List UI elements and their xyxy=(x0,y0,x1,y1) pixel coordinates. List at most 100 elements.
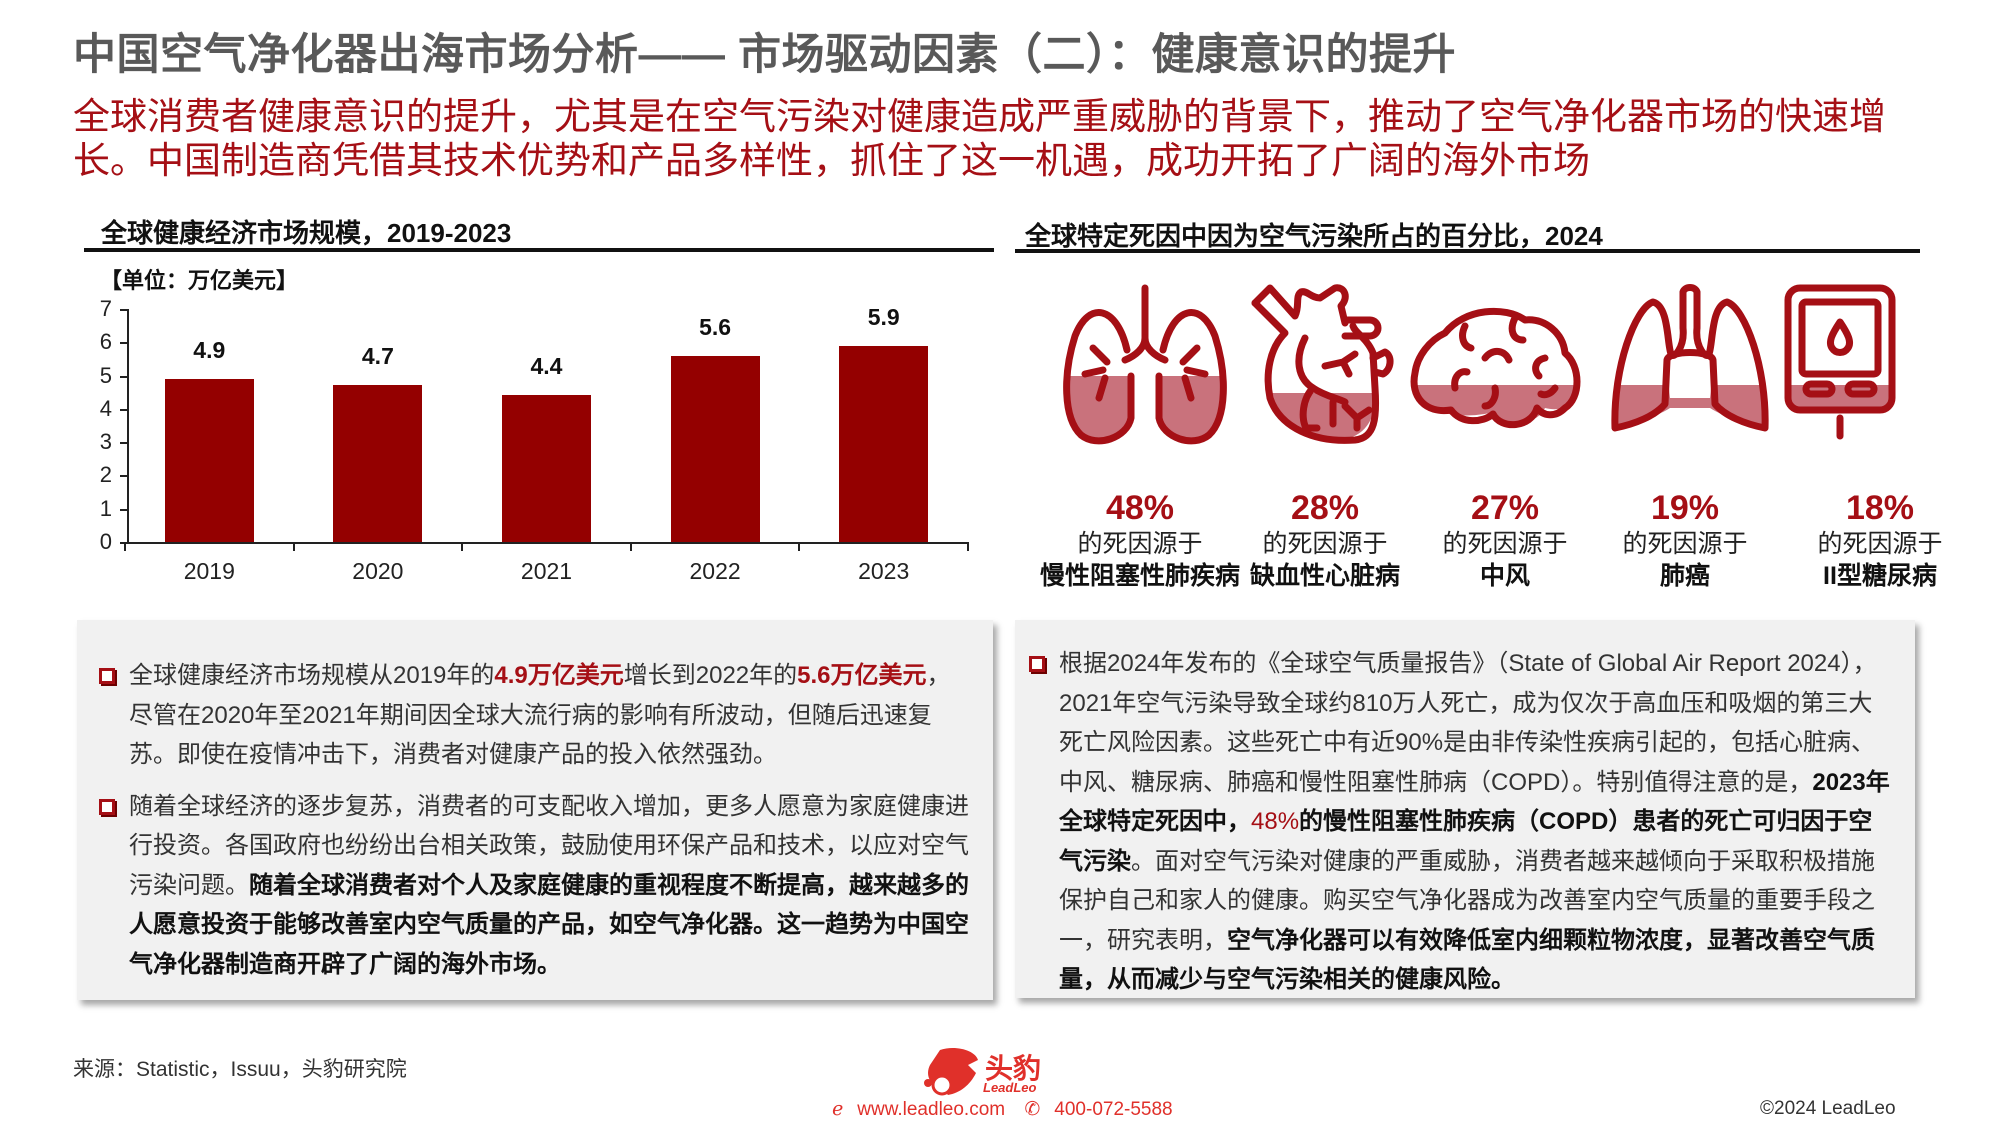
y-tick xyxy=(120,375,128,378)
stat-percentage: 27% xyxy=(1470,489,1540,527)
text-run: 空气净化器可以有效降低室内细颗粒物浓度，显著改善空气质量，从而减少与空气污染相关… xyxy=(1059,926,1875,994)
y-tick-label: 1 xyxy=(99,495,112,521)
stat-percentage: 19% xyxy=(1650,489,1720,527)
bullet-paragraph: 全球健康经济市场规模从2019年的4.9万亿美元增长到2022年的5.6万亿美元… xyxy=(89,656,971,775)
checkbox-bullet-icon xyxy=(1029,656,1045,672)
icons-panel-title: 全球特定死因中因为空气污染所占的百分比，2024 xyxy=(1025,221,1603,251)
phone-number: 400-072-5588 xyxy=(1054,1099,1173,1120)
lungs-bronchi-icon xyxy=(1055,278,1235,448)
bullet-paragraph: 根据2024年发布的《全球空气质量报告》（State of Global Air… xyxy=(1019,644,1893,1000)
x-axis xyxy=(125,542,968,544)
stat-description: 的死因源于 xyxy=(1262,530,1388,558)
page-title: 中国空气净化器出海市场分析—— 市场驱动因素（二）：健康意识的提升 xyxy=(73,31,1456,79)
chart-title-rule xyxy=(84,248,994,252)
chart-unit-label: 【单位：万亿美元】 xyxy=(100,268,299,293)
stat-disease: II型糖尿病 xyxy=(1823,562,1937,590)
stat-item: 27% 的死因源于中风 xyxy=(1400,488,1610,592)
phone-icon: ✆ xyxy=(1024,1099,1041,1120)
x-tick xyxy=(798,542,801,551)
lungs-icon xyxy=(1605,278,1775,448)
bullet-paragraph: 随着全球经济的逐步复苏，消费者的可支配收入增加，更多人愿意为家庭健康进行投资。各… xyxy=(89,787,971,985)
text-run: 。面对空气污染对健康的严重威胁，消费者越来越倾向于采取积极措施保护自己和家人的健… xyxy=(1059,847,1875,954)
x-axis-label: 2023 xyxy=(858,558,910,584)
text-run: 随着全球经济的逐步复苏，消费者的可支配收入增加，更多人愿意为家庭健康进行投资。各… xyxy=(129,792,969,899)
y-tick-label: 3 xyxy=(99,429,112,455)
y-tick-label: 6 xyxy=(99,329,112,355)
glucose-meter-icon xyxy=(1780,278,1900,448)
bar-value-label: 4.9 xyxy=(193,336,226,363)
y-tick xyxy=(120,442,128,445)
stat-item: 48% 的死因源于慢性阻塞性肺疾病 xyxy=(1035,488,1245,592)
x-axis-label: 2021 xyxy=(520,558,573,584)
y-tick xyxy=(120,475,128,478)
stat-description: 的死因源于 xyxy=(1817,530,1943,558)
x-tick xyxy=(629,542,632,551)
copyright: ©2024 LeadLeo xyxy=(1760,1098,1896,1119)
page-subtitle: 全球消费者健康意识的提升，尤其是在空气污染对健康造成严重威胁的背景下，推动了空气… xyxy=(73,96,1886,181)
x-tick xyxy=(292,542,295,551)
y-tick xyxy=(120,342,128,345)
text-run: 5.6万亿美元 xyxy=(797,662,927,689)
bar-2022 xyxy=(670,355,760,542)
text-run: 4.9万亿美元 xyxy=(494,662,624,689)
checkbox-bullet-icon xyxy=(99,668,115,684)
text-run: 的慢性阻塞性肺疾病（COPD）患者的死亡可归因于空气污染 xyxy=(1059,808,1873,875)
x-axis-label: 2020 xyxy=(352,558,404,584)
text-run: 2023年全球特定死因中， xyxy=(1059,768,1890,836)
text-run: 根据2024年发布的《全球空气质量报告》（State of Global Air… xyxy=(1059,650,1877,796)
stat-percentage: 48% xyxy=(1105,489,1175,527)
icons-panel-title-rule xyxy=(1015,249,1920,253)
x-tick xyxy=(461,542,464,551)
brand-name-cn: 头豹 xyxy=(985,1053,1042,1084)
stat-item: 28% 的死因源于缺血性心脏病 xyxy=(1220,488,1430,592)
checkbox-bullet-icon xyxy=(99,798,115,815)
website-link[interactable]: www.leadleo.com xyxy=(857,1099,1006,1120)
y-tick-label: 7 xyxy=(99,295,112,321)
x-axis-label: 2019 xyxy=(183,558,235,584)
text-run: 全球健康经济市场规模从2019年的 xyxy=(129,662,495,689)
stat-percentage: 18% xyxy=(1845,489,1915,527)
stat-percentage: 28% xyxy=(1290,489,1360,527)
bar-value-label: 4.4 xyxy=(530,353,563,380)
y-tick-label: 5 xyxy=(99,362,112,388)
stat-disease: 缺血性心脏病 xyxy=(1249,562,1400,590)
bar-2019 xyxy=(164,378,254,542)
stat-description: 的死因源于 xyxy=(1077,530,1203,558)
bar-chart: 0 1 2 3 4 5 6 7 4.9 2019 4.7 2020 4.4 2021 5.6 2022 5.9 2… xyxy=(80,295,980,595)
y-axis xyxy=(127,309,129,543)
y-tick xyxy=(120,508,128,511)
text-run: 48% xyxy=(1251,808,1300,835)
brand-name-en: LeadLeo xyxy=(983,1080,1037,1095)
text-run: 随着全球消费者对个人及家庭健康的重视程度不断提高，越来越多的人愿意投资于能够改善… xyxy=(129,871,969,978)
heart-icon xyxy=(1245,278,1405,448)
bar-value-label: 5.6 xyxy=(699,313,732,340)
leadleo-logo-icon xyxy=(920,1045,980,1105)
right-text-box: 根据2024年发布的《全球空气质量报告》（State of Global Air… xyxy=(1015,620,1915,998)
y-tick-label: 2 xyxy=(99,462,112,488)
bar-2020 xyxy=(333,385,423,542)
stat-description: 的死因源于 xyxy=(1622,530,1748,558)
bar-2023 xyxy=(839,345,929,542)
chart-title: 全球健康经济市场规模，2019-2023 xyxy=(101,218,512,248)
left-text-box: 全球健康经济市场规模从2019年的4.9万亿美元增长到2022年的5.6万亿美元… xyxy=(77,620,993,1000)
contact-info: ℯ www.leadleo.com ✆ 400-072-5588 xyxy=(832,1098,1187,1121)
y-tick-label: 4 xyxy=(99,395,112,421)
bar-value-label: 5.9 xyxy=(867,303,900,330)
y-tick-label: 0 xyxy=(99,529,112,554)
stat-disease: 肺癌 xyxy=(1659,562,1710,590)
source-note: 来源：Statistic，Issuu，头豹研究院 xyxy=(73,1058,407,1081)
x-tick xyxy=(124,542,126,551)
stat-disease: 慢性阻塞性肺疾病 xyxy=(1039,562,1240,590)
bar-value-label: 4.7 xyxy=(361,343,394,370)
stat-description: 的死因源于 xyxy=(1442,530,1568,558)
stat-item: 18% 的死因源于 II型糖尿病 xyxy=(1775,488,1985,592)
x-tick xyxy=(967,542,969,551)
text-run: 增长到2022年的 xyxy=(623,662,798,689)
web-icon: ℯ xyxy=(832,1099,844,1120)
y-tick xyxy=(120,408,128,411)
y-tick xyxy=(120,308,128,311)
x-axis-label: 2022 xyxy=(689,558,741,584)
text-run: ，尽管在2020年至2021年期间因全球大流行病的影响有所波动，但随后迅速复苏。… xyxy=(129,662,951,768)
stat-disease: 中风 xyxy=(1479,562,1530,590)
brain-icon xyxy=(1405,278,1585,448)
